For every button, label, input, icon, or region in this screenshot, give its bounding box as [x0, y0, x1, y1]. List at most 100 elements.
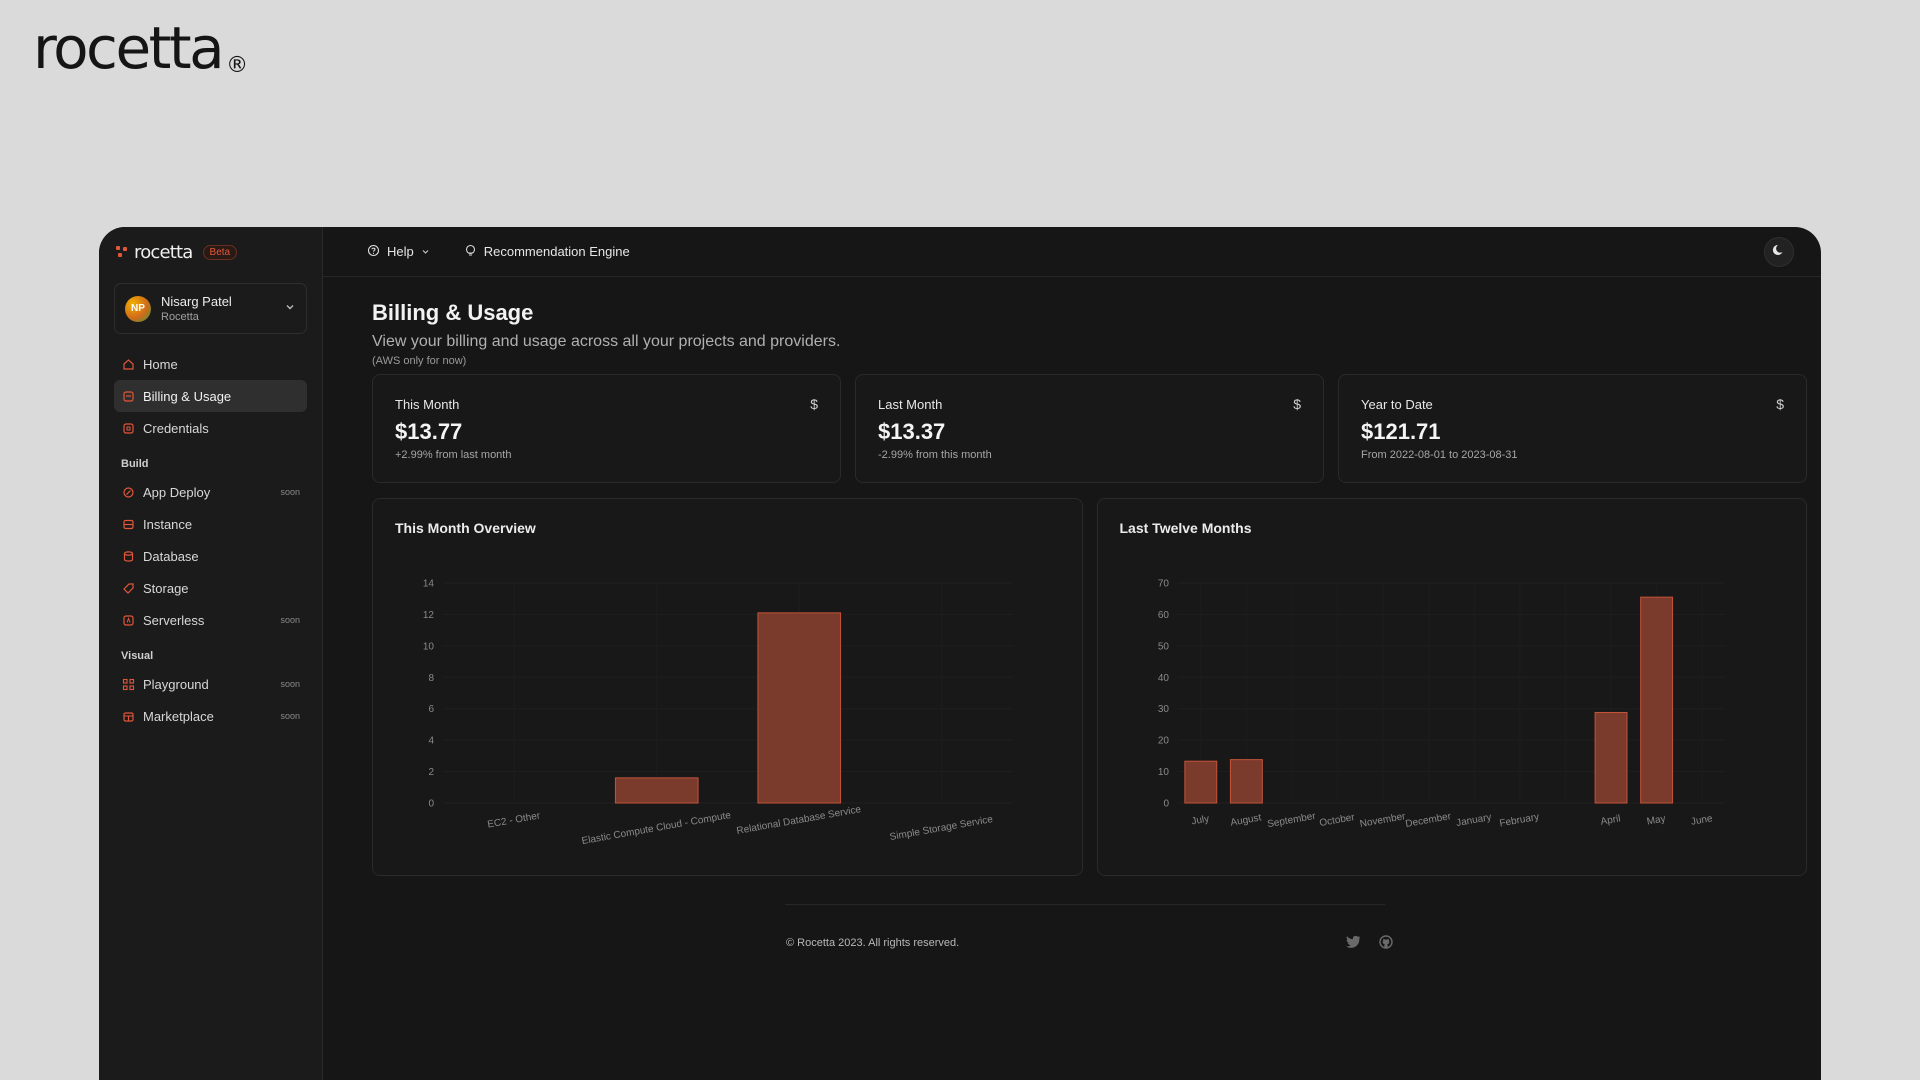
github-icon[interactable] — [1379, 935, 1393, 949]
stat-cards: This Month $ $13.77 +2.99% from last mon… — [372, 374, 1807, 483]
sidebar-item-app-deploy[interactable]: App Deploy soon — [114, 476, 307, 508]
recommendation-engine-button[interactable]: Recommendation Engine — [464, 244, 630, 260]
soon-badge: soon — [280, 487, 300, 497]
chart-title: Last Twelve Months — [1119, 520, 1252, 536]
receipt-icon — [121, 389, 135, 403]
x-tick-label: EC2 - Other — [487, 810, 542, 830]
x-tick-label: May — [1645, 813, 1666, 827]
key-icon — [121, 421, 135, 435]
sidebar-item-marketplace[interactable]: Marketplace soon — [114, 700, 307, 732]
chevron-down-icon — [284, 301, 296, 316]
chart-bar[interactable] — [614, 777, 699, 804]
soon-badge: soon — [280, 615, 300, 625]
sidebar-item-label: Playground — [143, 676, 209, 692]
x-tick-label: November — [1359, 811, 1407, 830]
nav-section-build: Build — [121, 458, 149, 470]
sidebar-item-playground[interactable]: Playground soon — [114, 668, 307, 700]
store-icon — [121, 709, 135, 723]
stat-card-this-month: This Month $ $13.77 +2.99% from last mon… — [372, 374, 841, 483]
sidebar-item-serverless[interactable]: Serverless soon — [114, 604, 307, 636]
chart-bar[interactable] — [1639, 596, 1673, 804]
sidebar-item-credentials[interactable]: Credentials — [114, 412, 307, 444]
x-tick-label: August — [1229, 812, 1262, 828]
page-note: (AWS only for now) — [372, 355, 467, 367]
stat-change: +2.99% from last month — [395, 449, 512, 461]
sidebar-item-label: Serverless — [143, 612, 205, 628]
brand-logo: rocetta ® — [33, 14, 248, 82]
stat-label: Last Month — [878, 397, 943, 412]
user-switcher[interactable]: NP Nisarg Patel Rocetta — [114, 283, 307, 334]
y-tick-label: 4 — [428, 736, 434, 747]
theme-toggle-button[interactable] — [1764, 237, 1794, 267]
x-tick-label: September — [1266, 811, 1317, 830]
sidebar-item-home[interactable]: Home — [114, 348, 307, 380]
chart-bar[interactable] — [757, 612, 842, 804]
user-org: Rocetta — [161, 311, 199, 323]
x-tick-label: January — [1455, 812, 1492, 829]
x-tick-label: April — [1599, 813, 1621, 827]
page-title: Billing & Usage — [372, 300, 534, 325]
help-circle-icon — [367, 244, 380, 260]
y-tick-label: 2 — [428, 767, 434, 778]
y-tick-label: 20 — [1157, 736, 1169, 747]
y-tick-label: 50 — [1157, 641, 1169, 652]
sidebar-item-label: Instance — [143, 516, 193, 532]
dollar-icon: $ — [1293, 396, 1301, 412]
nav-section-visual: Visual — [121, 650, 154, 662]
x-tick-label: February — [1498, 812, 1539, 830]
x-tick-label: Relational Database Service — [736, 804, 863, 837]
sidebar-nav: Home Billing & Usage Credentials Build A… — [114, 348, 307, 732]
sidebar-item-label: Storage — [143, 580, 189, 596]
nodes-icon — [121, 677, 135, 691]
stat-value: $13.77 — [395, 419, 463, 444]
y-tick-label: 60 — [1157, 610, 1169, 621]
sidebar-item-label: Database — [143, 548, 199, 564]
y-tick-label: 6 — [428, 704, 434, 715]
server-icon — [121, 517, 135, 531]
social-links — [1346, 935, 1393, 949]
beta-badge: Beta — [202, 244, 238, 260]
sidebar-logo[interactable]: rocetta Beta — [114, 227, 307, 277]
stat-value: $13.37 — [878, 419, 946, 444]
sidebar-item-label: App Deploy — [143, 484, 211, 500]
sidebar-item-billing[interactable]: Billing & Usage — [114, 380, 307, 412]
top-bar: Help Recommendation Engine — [323, 227, 1821, 277]
chart-bar[interactable] — [1229, 759, 1263, 804]
x-tick-label: Simple Storage Service — [889, 814, 994, 843]
sidebar-item-database[interactable]: Database — [114, 540, 307, 572]
twitter-icon[interactable] — [1346, 935, 1361, 949]
stat-change: -2.99% from this month — [878, 449, 992, 461]
sidebar-item-label: Billing & Usage — [143, 388, 232, 404]
y-tick-label: 10 — [1157, 767, 1169, 778]
rocetta-logo-icon — [116, 246, 128, 258]
stat-date-range: From 2022-08-01 to 2023-08-31 — [1361, 449, 1518, 461]
stat-label: Year to Date — [1361, 397, 1433, 412]
y-tick-label: 14 — [423, 579, 435, 590]
recommendation-engine-label: Recommendation Engine — [483, 244, 630, 259]
chart-bar[interactable] — [1594, 711, 1627, 804]
y-tick-label: 10 — [423, 641, 435, 652]
soon-badge: soon — [280, 711, 300, 721]
sidebar-item-instance[interactable]: Instance — [114, 508, 307, 540]
rocket-icon — [121, 485, 135, 499]
x-tick-label: October — [1318, 812, 1356, 829]
x-tick-label: Elastic Compute Cloud - Compute — [581, 810, 732, 847]
function-icon — [121, 613, 135, 627]
chart-bar[interactable] — [1183, 760, 1217, 804]
home-icon — [121, 357, 135, 371]
help-menu-button[interactable]: Help — [367, 244, 430, 260]
sidebar: rocetta Beta NP Nisarg Patel Rocetta Hom… — [99, 227, 323, 1080]
stat-label: This Month — [395, 397, 460, 412]
this-month-bar-chart: 0 2 4 6 8 10 12 14 EC2 - Other Elastic Compute Cl… — [423, 579, 1013, 847]
sidebar-item-storage[interactable]: Storage — [114, 572, 307, 604]
main-content: Help Recommendation Engine Billing & Usa… — [323, 227, 1821, 1080]
footer-divider — [785, 904, 1385, 905]
bulb-icon — [464, 244, 477, 260]
stat-card-last-month: Last Month $ $13.37 -2.99% from this mon… — [855, 374, 1324, 483]
y-tick-label: 0 — [1163, 799, 1169, 810]
y-tick-label: 30 — [1157, 704, 1169, 715]
y-tick-label: 12 — [423, 610, 435, 621]
sidebar-item-label: Credentials — [143, 420, 209, 436]
chart-title: This Month Overview — [395, 520, 536, 536]
copyright-text: © Rocetta 2023. All rights reserved. — [786, 937, 960, 949]
